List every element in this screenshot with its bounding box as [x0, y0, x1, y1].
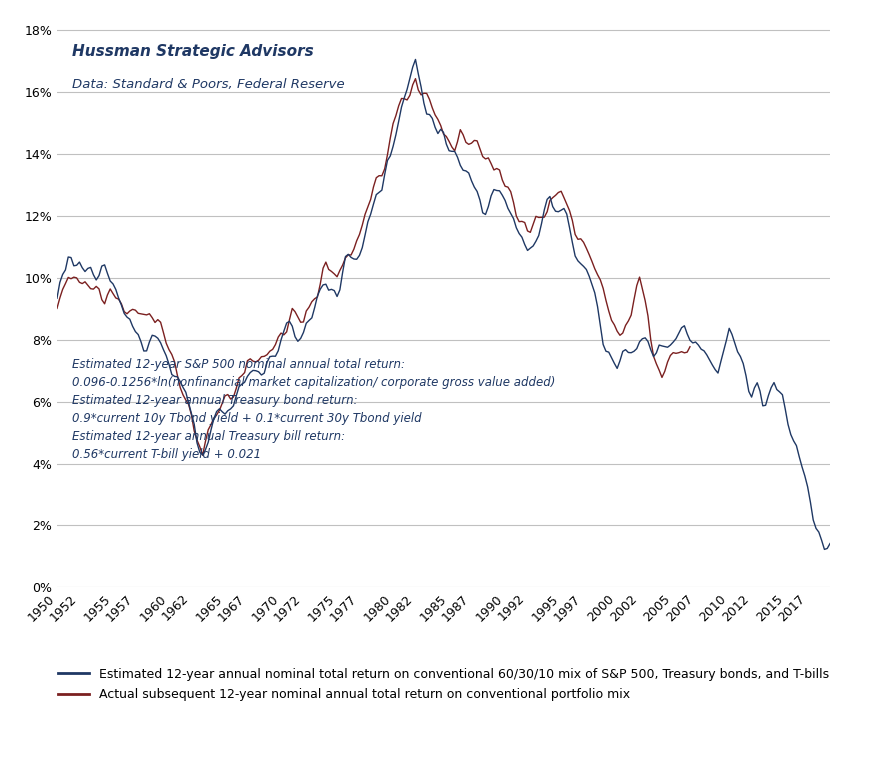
Estimated 12-year annual nominal total return on conventional 60/30/10 mix of S&P 500, Treasury bonds, and T-bills — [409, 55, 420, 64]
Text: Data: Standard & Poors, Federal Reserve: Data: Standard & Poors, Federal Reserve — [73, 78, 345, 91]
Actual subsequent 12-year nominal annual total return on conventional portfolio mix — [51, 304, 62, 313]
Estimated 12-year annual nominal total return on conventional 60/30/10 mix of S&P 500, Treasury bonds, and T-bills — [111, 285, 121, 294]
Actual subsequent 12-year nominal annual total return on conventional portfolio mix — [320, 258, 330, 267]
Estimated 12-year annual nominal total return on conventional 60/30/10 mix of S&P 500, Treasury bonds, and T-bills — [365, 209, 376, 218]
Actual subsequent 12-year nominal annual total return on conventional portfolio mix — [180, 395, 190, 405]
Legend: Estimated 12-year annual nominal total return on conventional 60/30/10 mix of S&: Estimated 12-year annual nominal total r… — [58, 668, 828, 702]
Line: Actual subsequent 12-year nominal annual total return on conventional portfolio mix: Actual subsequent 12-year nominal annual… — [57, 78, 689, 455]
Text: Hussman Strategic Advisors: Hussman Strategic Advisors — [73, 44, 314, 59]
Actual subsequent 12-year nominal annual total return on conventional portfolio mix — [111, 294, 121, 303]
Estimated 12-year annual nominal total return on conventional 60/30/10 mix of S&P 500, Treasury bonds, and T-bills — [734, 352, 745, 361]
Estimated 12-year annual nominal total return on conventional 60/30/10 mix of S&P 500, Treasury bonds, and T-bills — [824, 539, 835, 548]
Estimated 12-year annual nominal total return on conventional 60/30/10 mix of S&P 500, Treasury bonds, and T-bills — [180, 388, 190, 397]
Estimated 12-year annual nominal total return on conventional 60/30/10 mix of S&P 500, Treasury bonds, and T-bills — [298, 328, 308, 337]
Estimated 12-year annual nominal total return on conventional 60/30/10 mix of S&P 500, Treasury bonds, and T-bills — [51, 294, 62, 303]
Line: Estimated 12-year annual nominal total return on conventional 60/30/10 mix of S&P 500, Treasury bonds, and T-bills: Estimated 12-year annual nominal total r… — [57, 60, 829, 550]
Actual subsequent 12-year nominal annual total return on conventional portfolio mix — [365, 195, 376, 204]
Estimated 12-year annual nominal total return on conventional 60/30/10 mix of S&P 500, Treasury bonds, and T-bills — [818, 545, 828, 554]
Actual subsequent 12-year nominal annual total return on conventional portfolio mix — [298, 317, 308, 327]
Estimated 12-year annual nominal total return on conventional 60/30/10 mix of S&P 500, Treasury bonds, and T-bills — [320, 280, 330, 289]
Text: Estimated 12-year S&P 500 nominal annual total return:
0.096-0.1256*ln(nonfinanc: Estimated 12-year S&P 500 nominal annual… — [73, 359, 556, 461]
